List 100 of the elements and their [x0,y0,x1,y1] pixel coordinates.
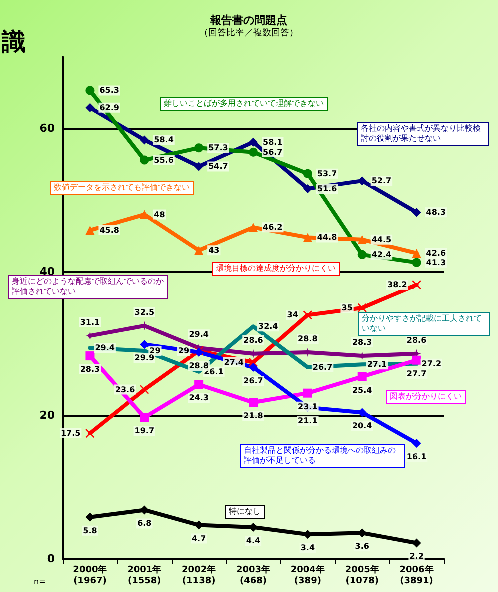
point [86,103,95,112]
data-label: 42.4 [372,250,392,260]
point [86,86,95,96]
x-tick-label: 2005年 (1078) [345,564,380,586]
data-label: 52.7 [372,176,392,186]
point [303,388,312,398]
data-label: 31.1 [80,318,101,327]
callout-box: 難しいことばが多用されていて理解できない [160,97,328,111]
x-tick-label: 2006年 (3891) [400,564,434,586]
data-label: 29.4 [189,330,210,340]
point [412,356,422,365]
data-label: 24.3 [189,394,209,403]
data-label: 21.8 [244,412,264,421]
data-label: 44.5 [372,235,392,244]
point [86,429,95,438]
point [412,248,422,258]
data-label: 27.4 [224,358,244,368]
data-label: 43 [208,246,220,256]
callout-box: 自社製品と関係が分かる環境への取組みの評価が不足している [240,444,405,468]
data-label: 28.8 [189,361,210,370]
point [412,258,422,268]
point [140,136,150,145]
data-label: 17.5 [60,429,82,438]
data-label: 57.3 [208,144,228,153]
point [140,385,150,394]
data-label: 35 [342,304,354,312]
point [358,372,367,382]
point [412,280,422,290]
point [194,162,204,172]
chart-title: 報告書の問題点 [210,14,288,27]
text: n= [34,578,46,586]
data-label: 20.4 [352,422,373,431]
point [86,226,95,236]
data-label: 6.8 [138,519,152,528]
callout-box: 身近にどのような配慮で取組んでいるのか評価されていない [8,275,168,299]
point [194,144,204,153]
data-label: 27.2 [422,359,442,368]
data-label: 54.7 [208,162,228,172]
data-label: 3.4 [300,544,316,553]
data-label: 2.2 [410,552,424,562]
data-label: 46.2 [263,223,283,232]
data-label: 5.8 [83,526,98,536]
data-label: 32.5 [134,308,155,317]
data-label: 29.4 [95,344,116,353]
callout-box: 数値データを示されても評価できない [50,181,194,195]
point [303,169,312,178]
data-label: 26.7 [244,376,264,386]
point [358,304,367,312]
data-label: 53.7 [317,169,338,178]
data-label: 45.8 [100,226,120,236]
point [86,352,95,361]
x-tick-label: 2001年 (1558) [128,564,162,586]
x-tick-label: 2004年 (389) [290,564,325,586]
data-label: 51.6 [317,184,338,194]
data-label: 48.3 [426,208,446,218]
data-label: 48 [154,210,166,220]
data-label: 23.6 [115,385,136,394]
point [249,138,258,147]
data-label: 4.4 [246,536,262,546]
data-label: 28.3 [352,338,372,348]
data-label: 4.7 [192,534,206,544]
data-label: 42.6 [426,248,446,258]
data-label: 44.8 [317,233,338,242]
y-tick-label: 20 [40,409,56,422]
point [412,208,422,218]
chart-subtitle: （回答比率／複数回答） [200,28,298,38]
data-label: 26.7 [312,363,333,372]
x-tick-label: 2000年 (1967) [73,564,108,586]
data-label: 19.7 [134,426,155,436]
data-label: 16.1 [406,452,428,462]
data-label: 28.6 [244,336,264,345]
data-label: 27.7 [406,369,427,378]
data-label: 38.2 [388,280,408,290]
point [303,233,312,242]
data-label: 56.7 [263,148,283,157]
point [140,156,150,165]
data-label: 41.3 [426,258,446,268]
x-tick-label: 2002年 (1138) [182,564,216,586]
y-tick-label: 0 [47,552,56,566]
point [249,223,258,232]
callout-box: 特になし [225,505,265,519]
data-label: 3.6 [355,542,370,552]
data-label: 34 [287,310,299,320]
point [303,184,312,194]
data-label: 23.1 [298,402,318,412]
point [303,310,312,320]
point [249,398,258,408]
data-label: 27.1 [367,360,388,370]
point [194,246,204,256]
callout-box: 図表が分かりにくい [386,390,466,404]
data-label: 28.6 [406,336,428,345]
data-label: 65.3 [100,86,120,96]
data-label: 58.4 [154,136,174,145]
data-label: 29 [178,346,190,356]
data-label: 28.8 [298,334,318,344]
point [249,148,258,157]
point [194,380,204,390]
data-label: 29.9 [134,354,155,363]
data-label: 28.3 [80,365,100,374]
data-label: 32.4 [258,322,279,332]
